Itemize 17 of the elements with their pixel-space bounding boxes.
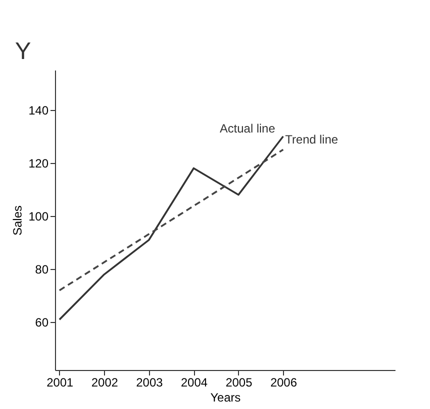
- y-axis-title: Sales: [10, 205, 24, 236]
- text: Y: [15, 38, 32, 65]
- y-tick-label: 100: [28, 210, 49, 224]
- series-label: Trend line: [285, 132, 338, 147]
- x-tick-label: 2002: [91, 376, 118, 390]
- x-tick-label: 2003: [136, 376, 164, 390]
- series-label: Actual line: [220, 121, 276, 136]
- y-tick-label: 120: [28, 156, 49, 170]
- x-tick-label: 2004: [180, 376, 208, 390]
- x-tick-label: 2001: [46, 376, 74, 390]
- line-series: [58, 135, 284, 320]
- x-axis-title: Years: [210, 390, 241, 404]
- y-tick-label: 140: [28, 103, 49, 118]
- x-tick-label: 2005: [226, 376, 253, 390]
- x-tick-label: 2006: [270, 376, 298, 390]
- y-tick-label: 60: [35, 316, 49, 330]
- y-tick-label: 80: [35, 262, 49, 277]
